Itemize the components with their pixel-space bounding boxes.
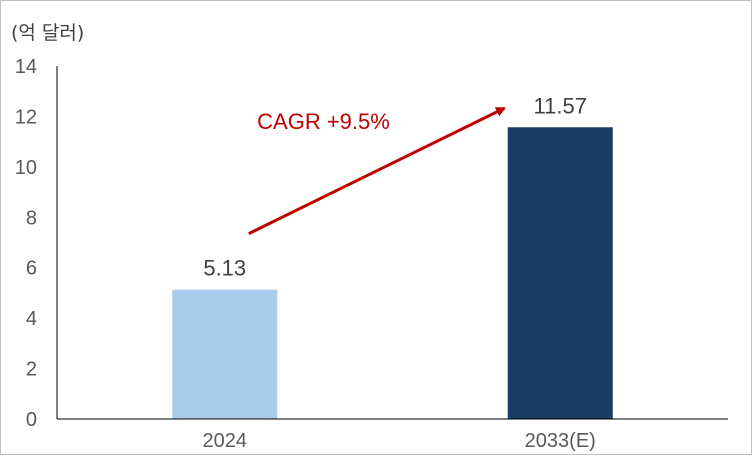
x-tick-label: 2033(E) bbox=[525, 430, 596, 452]
bar-2033(E) bbox=[507, 127, 613, 419]
y-tick-label: 2 bbox=[26, 359, 37, 381]
y-axis-unit-label: (억 달러) bbox=[11, 22, 84, 44]
y-tick-label: 8 bbox=[26, 207, 37, 229]
y-tick-label: 6 bbox=[26, 258, 37, 280]
y-tick-label: 12 bbox=[15, 106, 37, 128]
y-tick-label: 10 bbox=[15, 157, 37, 179]
cagr-annotation: CAGR +9.5% bbox=[257, 109, 390, 134]
y-tick-label: 0 bbox=[26, 409, 37, 431]
data-label-2024: 5.13 bbox=[203, 256, 246, 281]
x-tick-label: 2024 bbox=[203, 430, 248, 452]
data-labels: 5.13 11.57 bbox=[203, 93, 587, 280]
cagr-arrow bbox=[248, 106, 507, 235]
data-label-2033(E): 11.57 bbox=[534, 93, 587, 118]
bar-2024 bbox=[172, 289, 278, 419]
bars bbox=[172, 127, 613, 419]
x-axis-ticks: 2024 2033(E) bbox=[203, 430, 596, 452]
y-axis-ticks: 0 2 4 6 8 10 12 14 bbox=[15, 56, 37, 431]
y-tick-label: 14 bbox=[15, 56, 37, 78]
y-tick-label: 4 bbox=[26, 308, 37, 330]
